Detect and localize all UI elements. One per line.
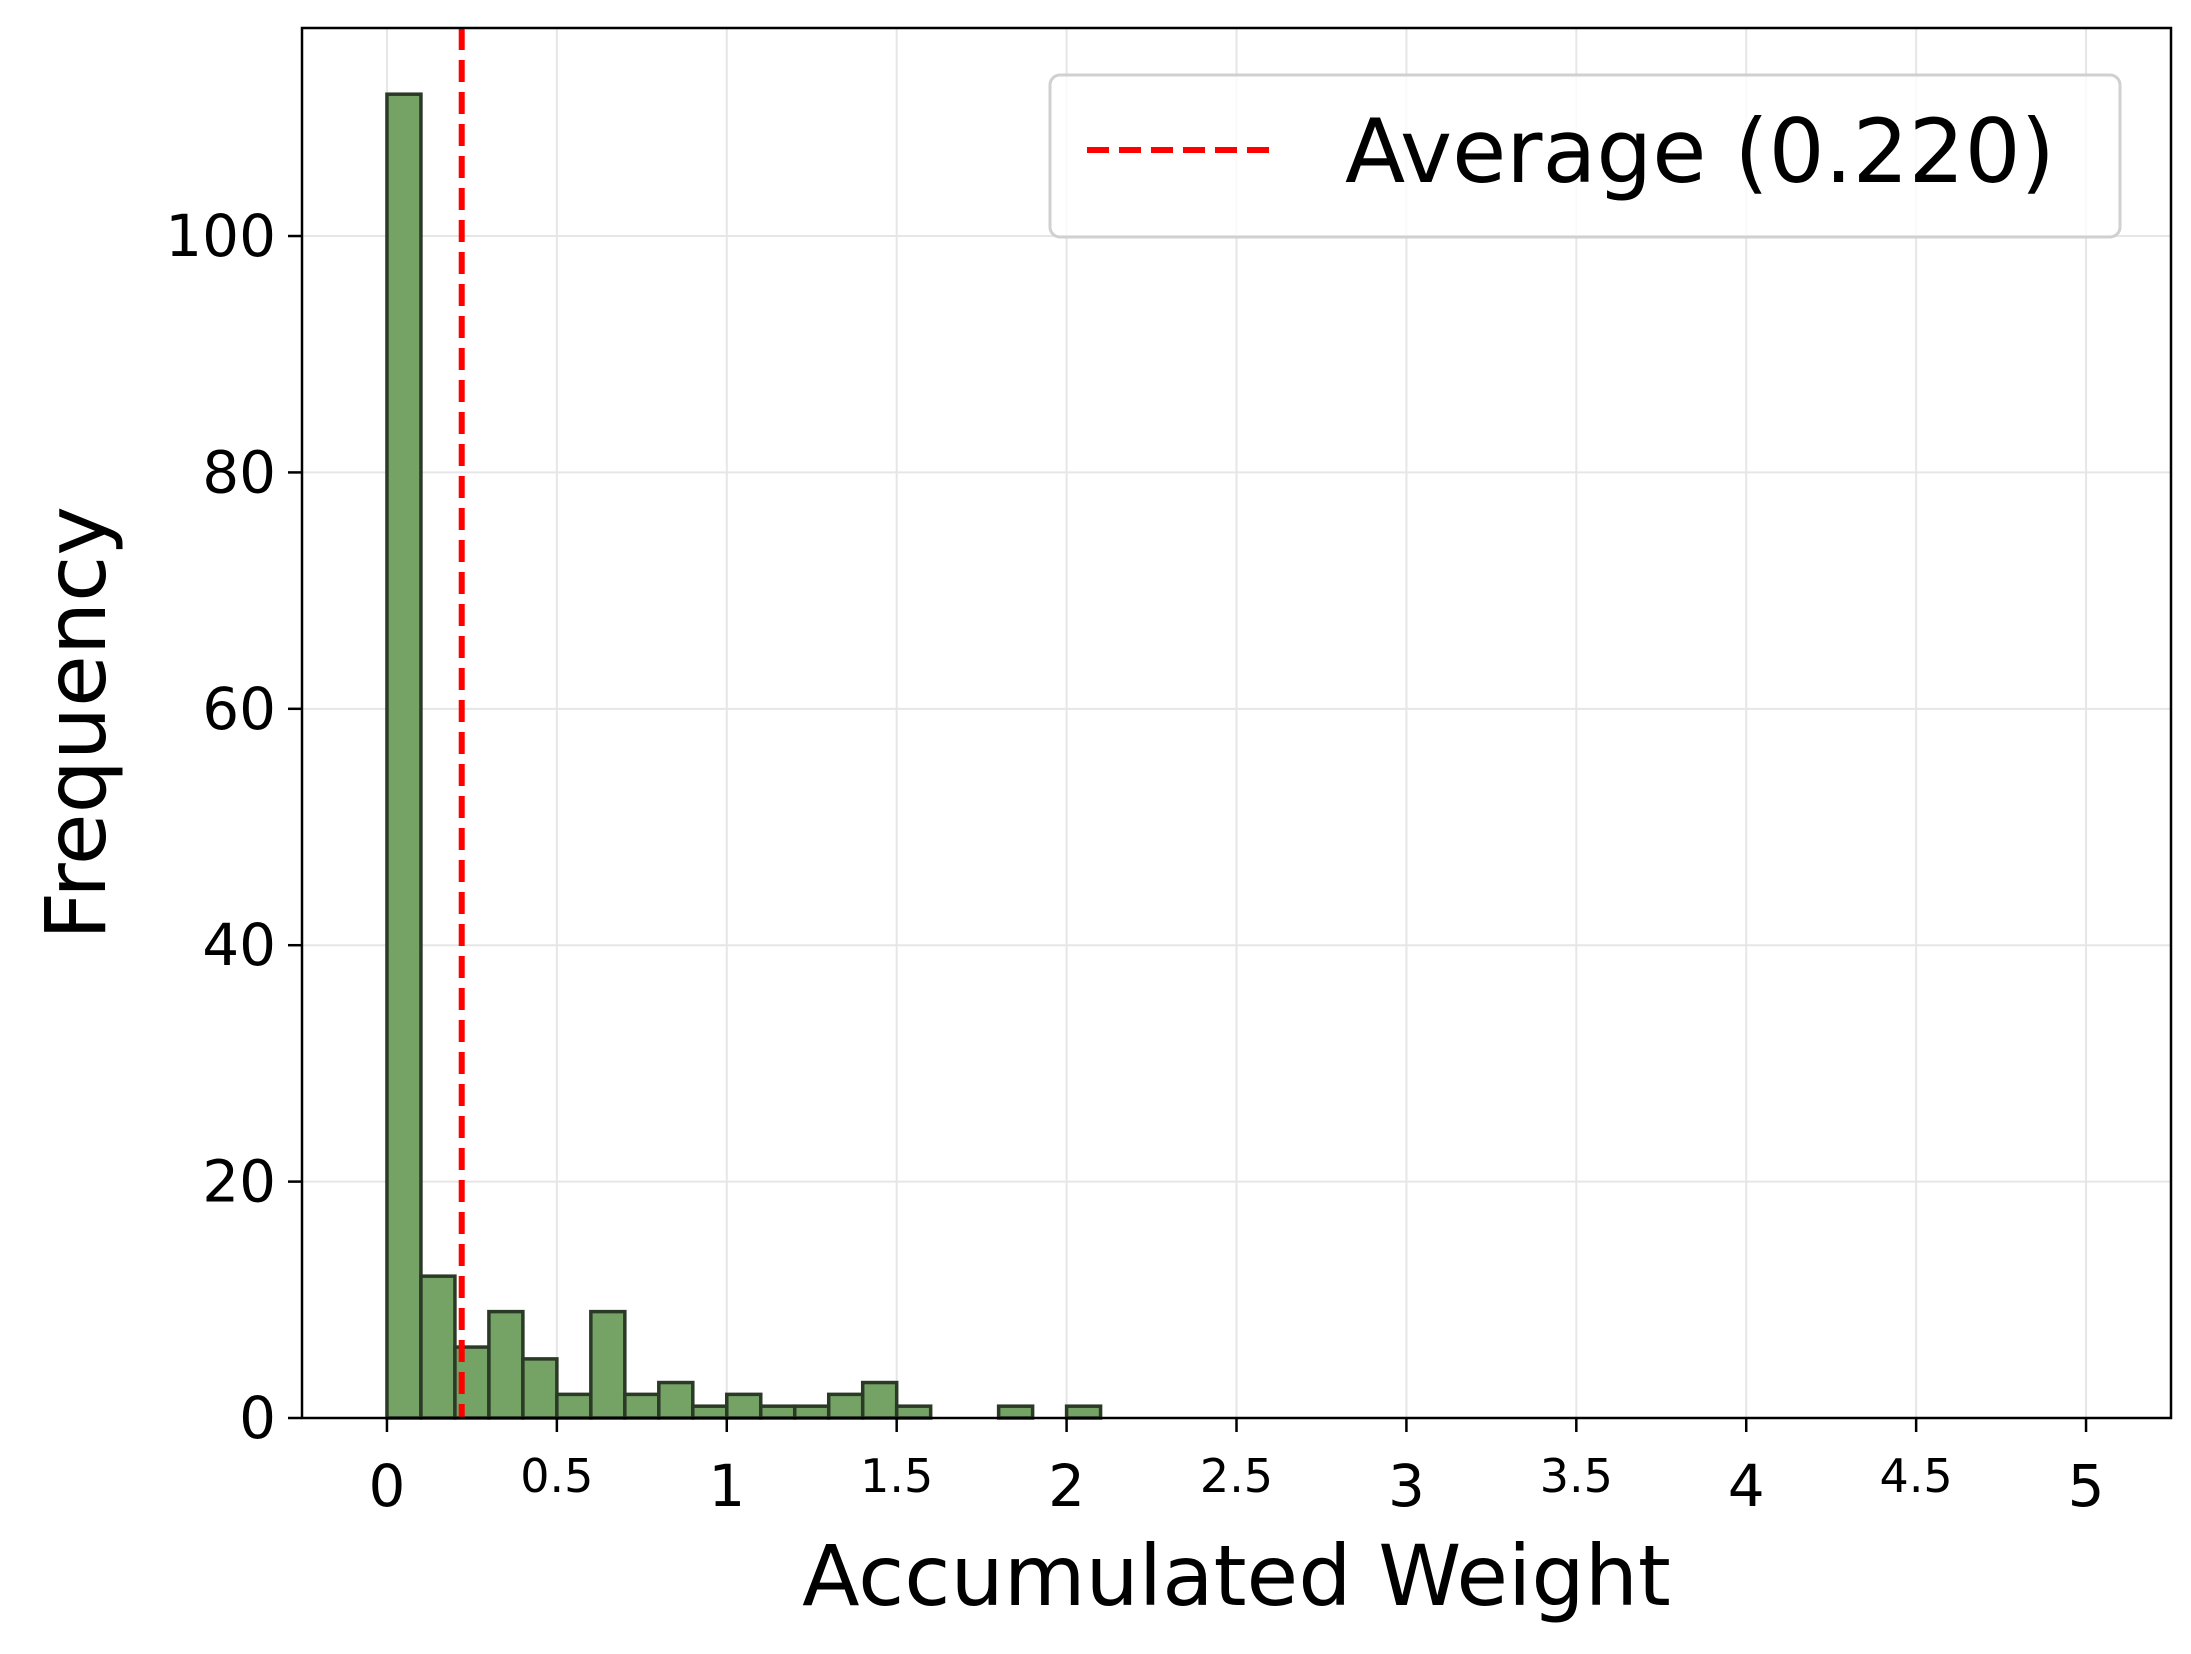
histogram-bar-17	[1064, 1404, 1103, 1420]
x-tick-label-3: 1.5	[860, 1449, 933, 1503]
histogram-bar-6	[589, 1309, 627, 1420]
histogram-bar-12	[792, 1404, 831, 1420]
histogram-bar-13	[826, 1392, 865, 1420]
x-tick-layer: 0 0.5 1 1.5 2 2.5 3 3.5 4 4.5 5	[369, 1418, 2105, 1520]
y-tick-label-4: 80	[202, 438, 276, 506]
y-axis-label: Frequency	[27, 506, 125, 940]
histogram-bar-8	[657, 1380, 695, 1420]
x-tick-label-9: 4.5	[1880, 1449, 1953, 1503]
x-tick-label-8: 4	[1728, 1452, 1765, 1520]
histogram-bar-15	[894, 1404, 933, 1420]
y-tick-label-3: 60	[202, 675, 276, 743]
y-tick-label-0: 0	[239, 1384, 276, 1452]
x-tick-label-6: 3	[1388, 1452, 1425, 1520]
histogram-bar-11	[759, 1404, 797, 1420]
x-tick-label-4: 2	[1048, 1452, 1085, 1520]
y-tick-label-5: 100	[165, 202, 276, 270]
legend: Average (0.220)	[1048, 73, 2122, 239]
histogram-bar-1	[419, 1274, 457, 1420]
bar-layer	[385, 92, 1103, 1420]
x-tick-label-2: 1	[708, 1452, 745, 1520]
histogram-bar-14	[860, 1380, 899, 1420]
x-tick-label-10: 5	[2068, 1452, 2105, 1520]
x-tick-label-0: 0	[369, 1452, 406, 1520]
histogram-bar-9	[691, 1404, 729, 1420]
histogram-bar-5	[555, 1392, 593, 1420]
histogram-bar-4	[521, 1357, 559, 1420]
histogram-bar-7	[623, 1392, 661, 1420]
histogram-bar-3	[487, 1309, 525, 1420]
histogram-bar-10	[725, 1392, 763, 1420]
histogram-bar-16	[996, 1404, 1035, 1420]
legend-box	[1048, 73, 2122, 239]
histogram-bar-0	[385, 92, 423, 1420]
y-tick-label-2: 40	[202, 911, 276, 979]
x-axis-label: Accumulated Weight	[802, 1527, 1671, 1625]
legend-label-average: Average (0.220)	[1345, 100, 2055, 203]
y-tick-label-1: 20	[202, 1148, 276, 1216]
x-tick-label-5: 2.5	[1200, 1449, 1273, 1503]
x-tick-label-1: 0.5	[520, 1449, 593, 1503]
x-tick-label-7: 3.5	[1540, 1449, 1613, 1503]
y-tick-layer: 0 20 40 60 80 100	[165, 202, 302, 1452]
